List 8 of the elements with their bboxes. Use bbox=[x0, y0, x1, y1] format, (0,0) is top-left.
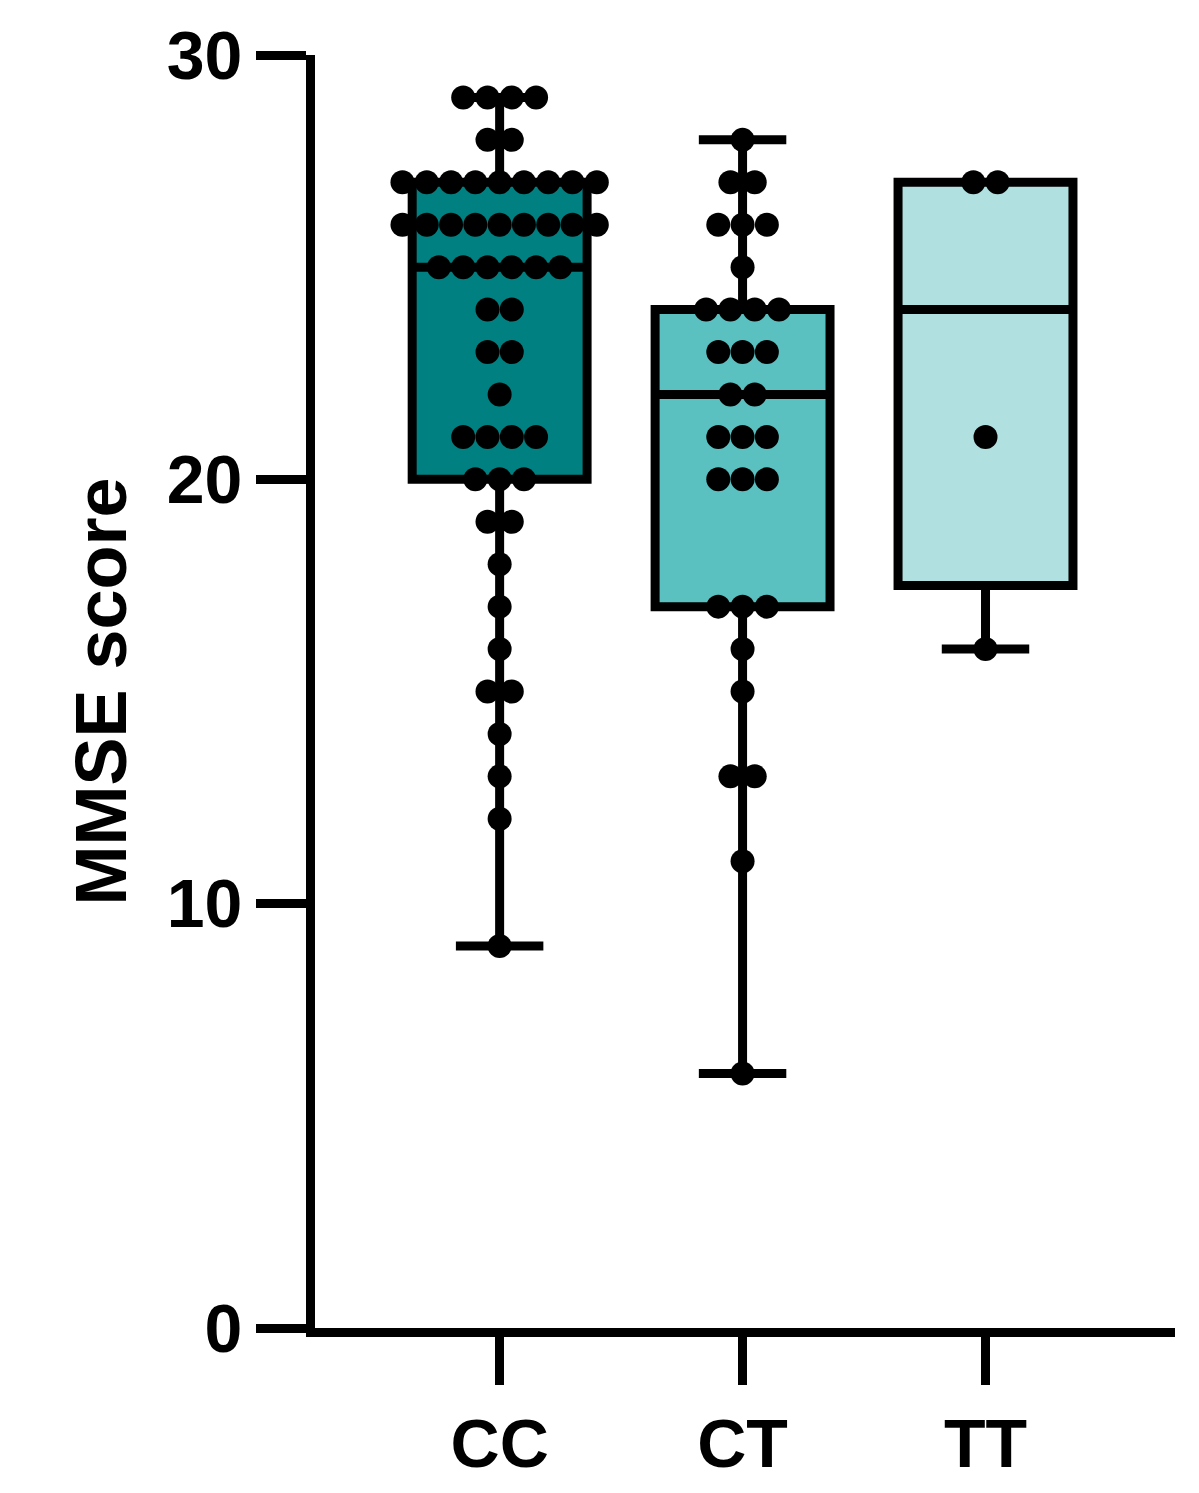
x-tick-label: CT bbox=[697, 1404, 788, 1481]
y-axis-title: MMSE score bbox=[61, 477, 142, 906]
x-tick-label: TT bbox=[943, 1404, 1028, 1481]
y-tick-label: 0 bbox=[204, 1289, 243, 1366]
y-tick-label: 10 bbox=[166, 865, 243, 942]
x-tick-label: CC bbox=[450, 1404, 549, 1481]
y-tick-label: 20 bbox=[166, 441, 243, 518]
y-tick-label: 30 bbox=[166, 16, 243, 93]
